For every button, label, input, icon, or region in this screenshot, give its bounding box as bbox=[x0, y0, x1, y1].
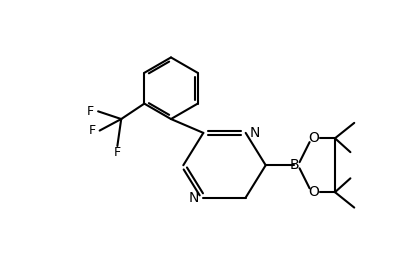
Text: F: F bbox=[87, 105, 94, 118]
Text: O: O bbox=[308, 131, 319, 145]
Text: B: B bbox=[290, 158, 299, 172]
Text: N: N bbox=[189, 190, 200, 204]
Text: F: F bbox=[89, 124, 96, 137]
Text: N: N bbox=[249, 126, 260, 140]
Text: F: F bbox=[114, 146, 121, 159]
Text: O: O bbox=[308, 185, 319, 199]
